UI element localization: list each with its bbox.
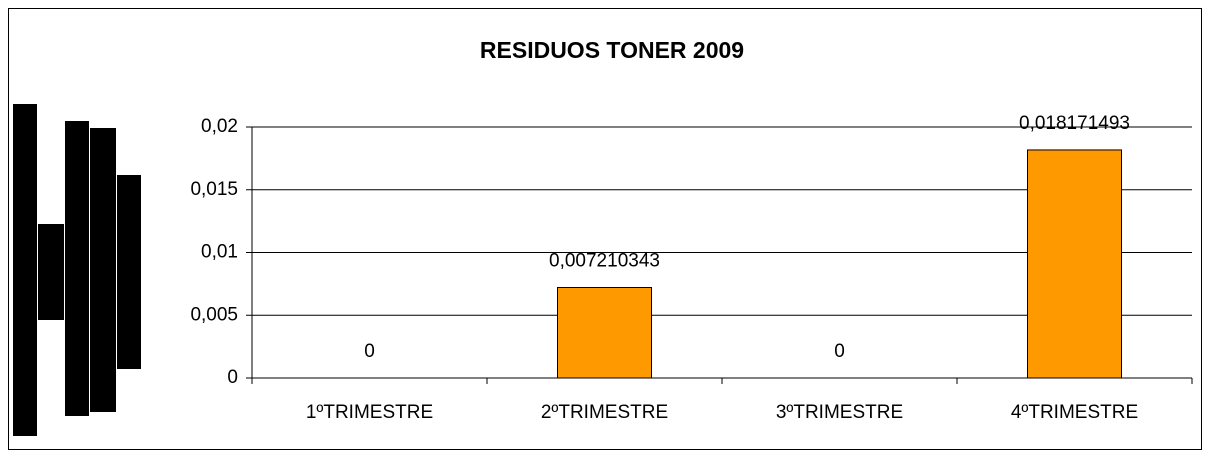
glyph-block xyxy=(38,224,64,320)
garbled-axis-title xyxy=(13,104,141,436)
x-tick-label: 3ºTRIMESTRE xyxy=(776,402,903,423)
glyph-block xyxy=(13,104,37,436)
y-tick-label: 0,01 xyxy=(201,242,238,263)
bar xyxy=(1027,149,1122,379)
y-tick-label: 0,005 xyxy=(190,304,238,325)
y-tick-label: 0 xyxy=(227,367,238,388)
x-tick-label: 2ºTRIMESTRE xyxy=(541,402,668,423)
glyph-block xyxy=(90,128,116,412)
data-label: 0,007210343 xyxy=(549,251,660,272)
chart-title: RESIDUOS TONER 2009 xyxy=(480,37,744,63)
data-label: 0,018171493 xyxy=(1019,113,1130,134)
x-tick-label: 1ºTRIMESTRE xyxy=(306,402,433,423)
data-label: 0 xyxy=(834,341,845,362)
glyph-block xyxy=(65,121,89,416)
glyph-block xyxy=(117,175,141,369)
data-label: 0 xyxy=(364,341,375,362)
y-tick-label: 0,02 xyxy=(201,116,238,137)
chart-frame xyxy=(8,8,1202,450)
bar xyxy=(557,287,652,379)
y-tick-label: 0,015 xyxy=(190,179,238,200)
x-tick-label: 4ºTRIMESTRE xyxy=(1011,402,1138,423)
